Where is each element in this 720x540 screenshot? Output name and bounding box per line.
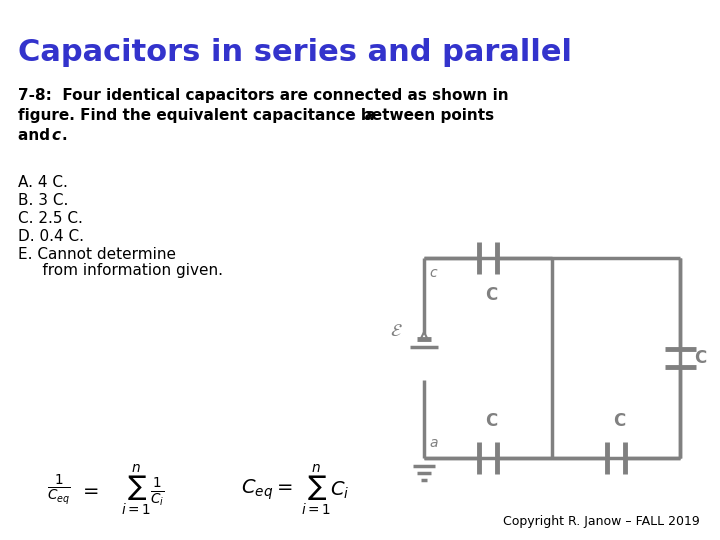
Text: Copyright R. Janow – FALL 2019: Copyright R. Janow – FALL 2019 [503,515,700,528]
Text: C: C [694,349,706,367]
Text: a: a [365,108,375,123]
Text: $=$: $=$ [78,481,99,500]
Text: $\sum_{i=1}^{n}C_i$: $\sum_{i=1}^{n}C_i$ [301,462,350,517]
Text: Capacitors in series and parallel: Capacitors in series and parallel [18,38,572,67]
Text: figure. Find the equivalent capacitance between points: figure. Find the equivalent capacitance … [18,108,499,123]
Text: C. 2.5 C.: C. 2.5 C. [18,211,83,226]
Text: c: c [429,266,436,280]
Text: $\mathcal{E}$: $\mathcal{E}$ [390,322,402,340]
Text: E. Cannot determine: E. Cannot determine [18,247,176,262]
Text: D. 0.4 C.: D. 0.4 C. [18,229,84,244]
Text: $\frac{1}{C_{eq}}$: $\frac{1}{C_{eq}}$ [48,473,71,507]
Text: from information given.: from information given. [18,263,222,278]
Text: C: C [485,286,498,304]
Text: .: . [61,128,67,143]
Text: 7-8:  Four identical capacitors are connected as shown in: 7-8: Four identical capacitors are conne… [18,88,508,103]
Text: c: c [51,128,60,143]
Text: B. 3 C.: B. 3 C. [18,193,68,208]
Text: $C_{eq}=$: $C_{eq}=$ [240,478,292,502]
Text: A. 4 C.: A. 4 C. [18,175,68,190]
Text: a: a [429,436,438,450]
Text: C: C [613,412,626,430]
Text: C: C [485,412,498,430]
Text: and: and [18,128,55,143]
Text: $\sum_{i=1}^{n}\frac{1}{C_i}$: $\sum_{i=1}^{n}\frac{1}{C_i}$ [121,462,165,517]
